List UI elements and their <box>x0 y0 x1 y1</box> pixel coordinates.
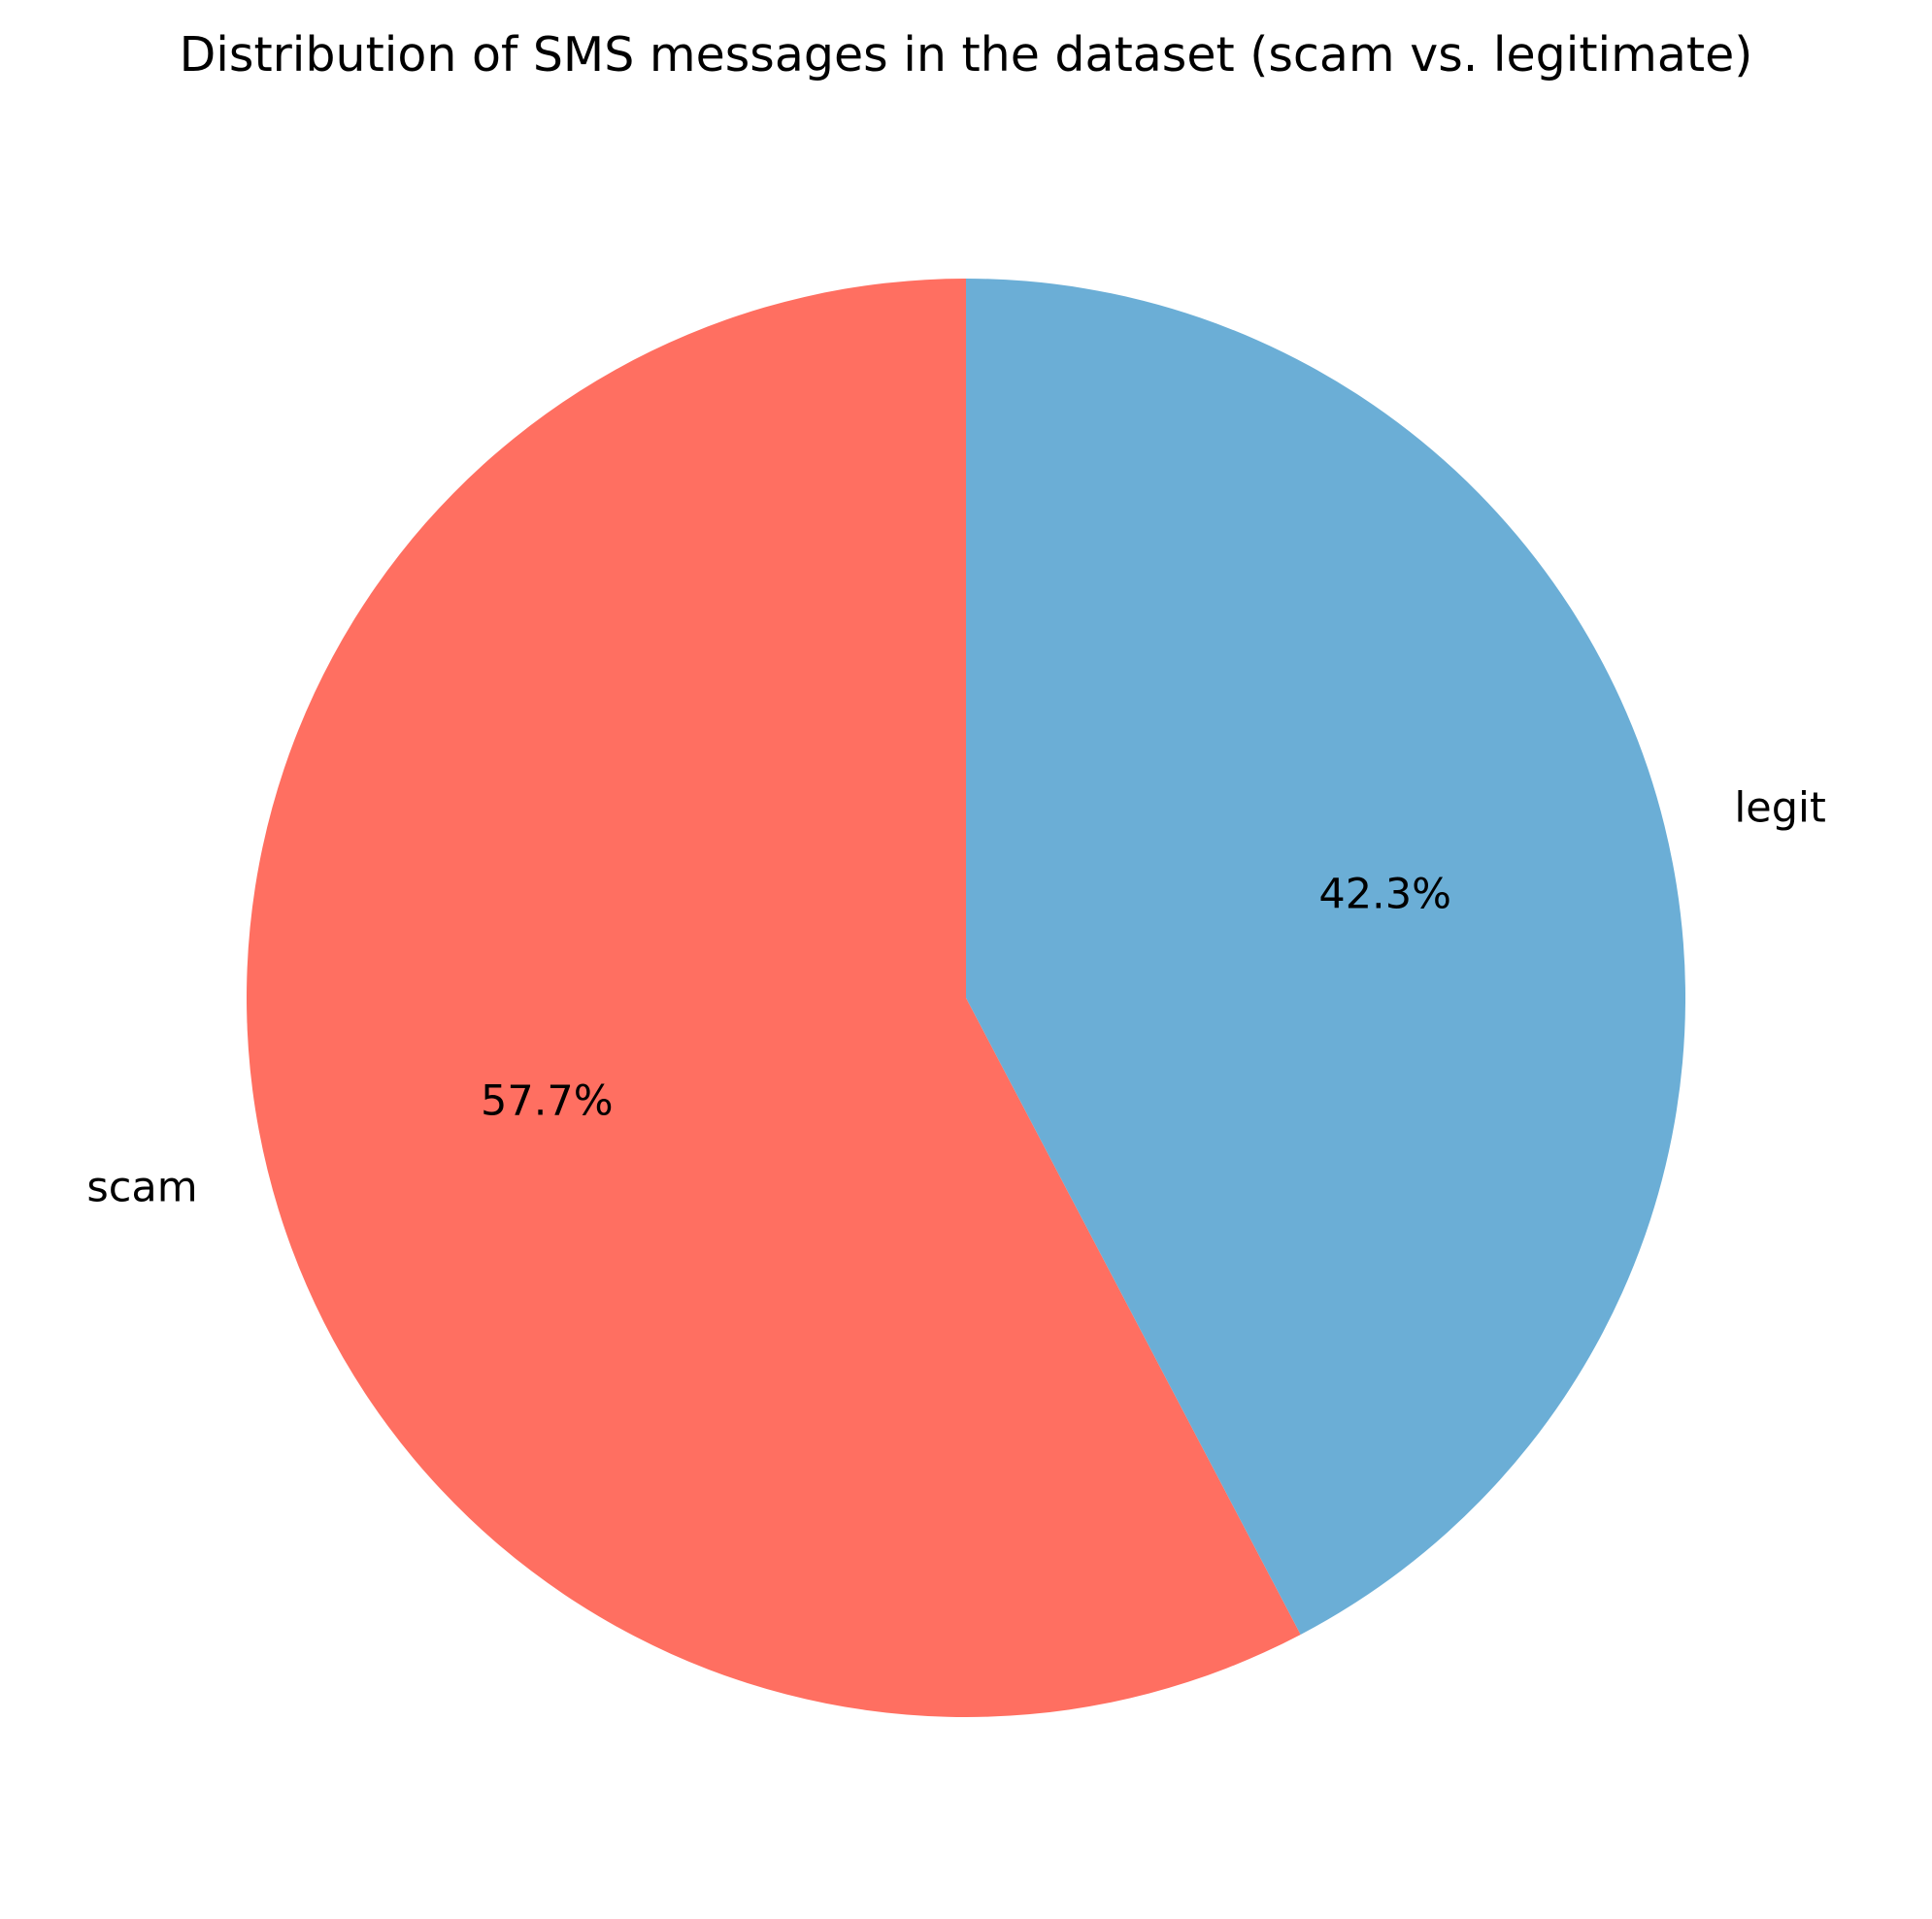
slice-label-scam: scam <box>86 1163 197 1211</box>
pie-labels: scam 57.7% legit 42.3% <box>86 784 1826 1212</box>
slice-percent-legit: 42.3% <box>1318 871 1451 919</box>
slice-label-legit: legit <box>1734 784 1826 833</box>
slice-percent-scam: 57.7% <box>481 1077 614 1126</box>
pie-slices <box>247 279 1686 1717</box>
pie-slice-legit <box>966 279 1686 1635</box>
pie-slice-scam <box>247 279 1301 1717</box>
chart-title: Distribution of SMS messages in the data… <box>180 27 1753 83</box>
